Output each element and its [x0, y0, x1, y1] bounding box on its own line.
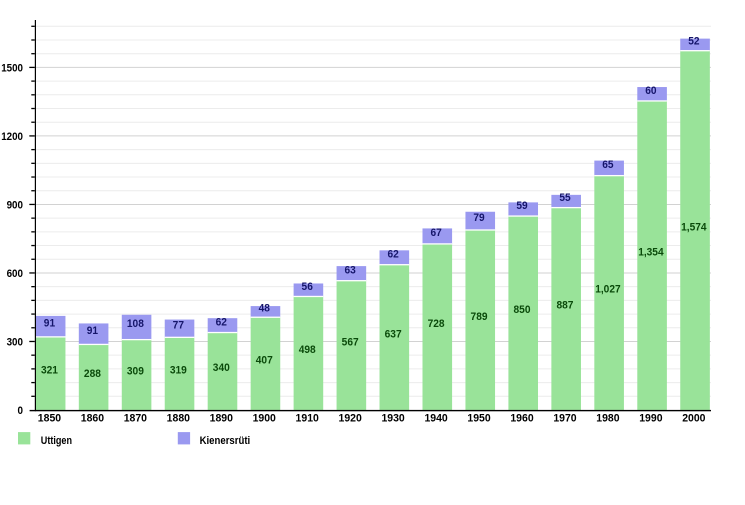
svg-text:Uttigen: Uttigen	[41, 435, 72, 447]
svg-text:637: 637	[385, 328, 402, 340]
svg-text:407: 407	[256, 355, 273, 367]
svg-text:1920: 1920	[339, 413, 362, 425]
svg-text:900: 900	[7, 200, 23, 212]
svg-text:1860: 1860	[81, 413, 104, 425]
svg-text:79: 79	[473, 212, 484, 224]
svg-text:887: 887	[556, 300, 573, 312]
svg-text:1850: 1850	[38, 413, 61, 425]
svg-text:63: 63	[345, 264, 356, 276]
svg-text:59: 59	[516, 200, 527, 212]
svg-text:1880: 1880	[167, 413, 190, 425]
svg-text:60: 60	[645, 85, 656, 97]
svg-text:1900: 1900	[253, 413, 276, 425]
svg-text:55: 55	[559, 192, 570, 204]
svg-text:789: 789	[471, 311, 488, 323]
svg-text:91: 91	[44, 317, 55, 329]
svg-text:56: 56	[302, 281, 313, 293]
svg-text:309: 309	[127, 366, 144, 378]
svg-text:48: 48	[259, 303, 270, 315]
svg-text:1890: 1890	[210, 413, 233, 425]
svg-text:300: 300	[7, 337, 23, 349]
svg-text:2000: 2000	[682, 413, 705, 425]
svg-text:1940: 1940	[424, 413, 447, 425]
svg-text:108: 108	[127, 318, 144, 330]
svg-text:288: 288	[84, 368, 101, 380]
svg-text:321: 321	[41, 364, 58, 376]
svg-text:91: 91	[87, 325, 98, 337]
svg-text:62: 62	[216, 316, 227, 328]
svg-text:62: 62	[387, 248, 398, 260]
svg-text:1,574: 1,574	[681, 221, 707, 233]
svg-text:340: 340	[213, 362, 230, 374]
svg-text:1870: 1870	[124, 413, 147, 425]
svg-text:850: 850	[514, 304, 531, 316]
svg-text:1,027: 1,027	[595, 284, 620, 296]
svg-text:1960: 1960	[510, 413, 533, 425]
svg-text:319: 319	[170, 365, 187, 377]
svg-text:77: 77	[173, 319, 184, 331]
svg-text:1980: 1980	[596, 413, 619, 425]
svg-text:567: 567	[342, 336, 359, 348]
svg-text:498: 498	[299, 344, 316, 356]
svg-text:1930: 1930	[381, 413, 404, 425]
svg-text:728: 728	[428, 318, 445, 330]
svg-text:1950: 1950	[467, 413, 490, 425]
svg-text:1990: 1990	[639, 413, 662, 425]
svg-text:Kienersrüti: Kienersrüti	[200, 435, 251, 447]
svg-text:0: 0	[18, 405, 24, 417]
svg-text:1970: 1970	[553, 413, 576, 425]
svg-text:65: 65	[602, 159, 613, 171]
svg-text:600: 600	[7, 268, 23, 280]
svg-text:1500: 1500	[1, 63, 23, 75]
svg-text:1200: 1200	[1, 131, 23, 143]
svg-text:1910: 1910	[296, 413, 319, 425]
svg-text:52: 52	[688, 36, 699, 48]
svg-text:67: 67	[430, 227, 441, 239]
svg-text:1,354: 1,354	[638, 246, 664, 258]
